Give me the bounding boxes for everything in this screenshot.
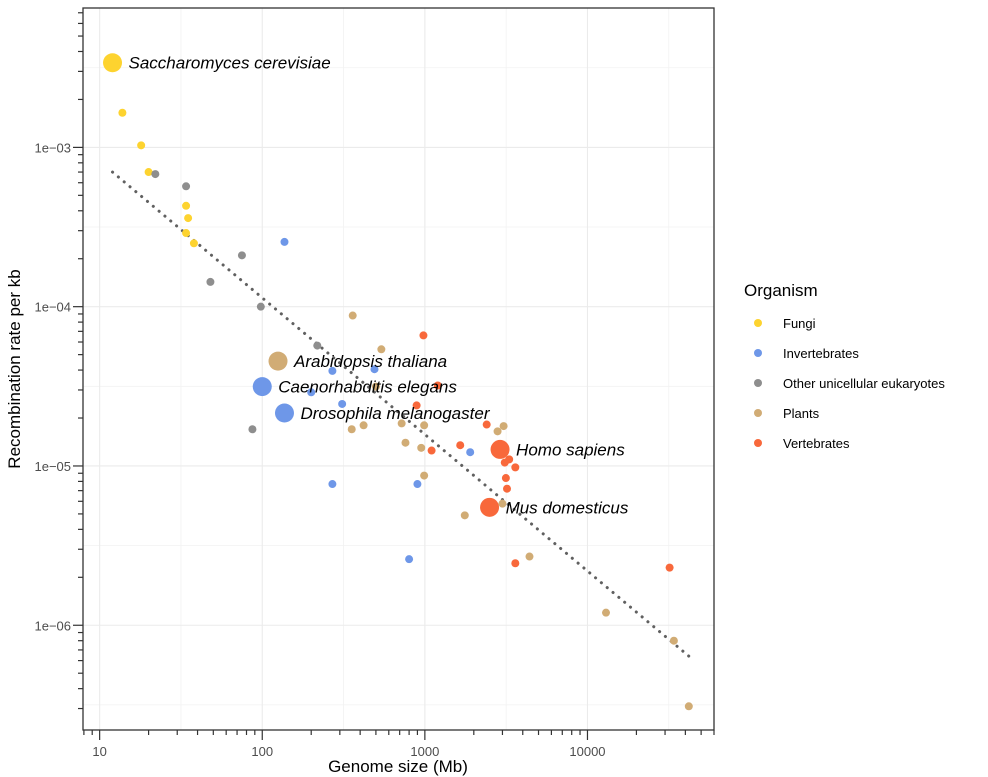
highlight-point xyxy=(268,351,288,371)
point-other-unicellular-eukaryotes xyxy=(248,425,257,434)
point-plants xyxy=(525,552,534,561)
point-fungi xyxy=(189,239,198,248)
x-axis-title: Genome size (Mb) xyxy=(328,757,468,776)
point-plants xyxy=(359,421,368,430)
point-vertebrates xyxy=(456,441,465,450)
y-tick-label: 1e−04 xyxy=(34,300,71,315)
point-plants xyxy=(498,499,507,508)
point-invertebrates xyxy=(466,448,475,457)
plot-panel xyxy=(83,8,714,730)
y-tick-label: 1e−06 xyxy=(34,618,71,633)
point-plants xyxy=(348,311,357,320)
point-vertebrates xyxy=(665,563,674,572)
highlight-point xyxy=(103,53,123,73)
point-invertebrates xyxy=(307,388,316,397)
y-tick-label: 1e−05 xyxy=(34,459,71,474)
point-vertebrates xyxy=(500,458,509,467)
point-invertebrates xyxy=(328,480,337,489)
point-plants xyxy=(499,422,508,431)
data-points xyxy=(108,58,693,711)
species-label: Mus domesticus xyxy=(506,498,629,517)
point-other-unicellular-eukaryotes xyxy=(313,341,322,350)
axes: 10 100 1000 10000 1e−06 1e−05 1e−04 1e−03 xyxy=(34,12,715,759)
point-vertebrates xyxy=(433,381,442,390)
point-fungi xyxy=(182,201,191,210)
point-plants xyxy=(377,345,386,354)
species-label: Saccharomyces cerevisiae xyxy=(129,54,331,73)
point-other-unicellular-eukaryotes xyxy=(256,302,265,311)
point-invertebrates xyxy=(413,480,422,489)
x-tick-label: 1000 xyxy=(410,744,439,759)
highlight-point xyxy=(490,439,510,459)
highlight-point xyxy=(252,377,272,397)
point-vertebrates xyxy=(511,463,520,472)
highlight-point xyxy=(274,403,294,423)
legend-label: Plants xyxy=(783,406,820,421)
point-fungi xyxy=(137,141,146,150)
legend-label: Other unicellular eukaryotes xyxy=(783,376,945,391)
point-vertebrates xyxy=(412,401,421,410)
point-plants xyxy=(371,382,380,391)
point-other-unicellular-eukaryotes xyxy=(237,251,246,260)
point-vertebrates xyxy=(511,559,520,568)
point-plants xyxy=(420,471,429,480)
legend-key xyxy=(754,409,762,417)
species-label: Drosophila melanogaster xyxy=(300,404,490,423)
point-other-unicellular-eukaryotes xyxy=(206,277,215,286)
point-invertebrates xyxy=(338,399,347,408)
point-plants xyxy=(347,425,356,434)
highlight-point xyxy=(480,497,500,517)
point-plants xyxy=(401,438,410,447)
legend-key xyxy=(754,349,762,357)
grid-lines xyxy=(83,8,714,730)
point-vertebrates xyxy=(482,420,491,429)
plot-border xyxy=(82,7,715,731)
legend-key xyxy=(754,379,762,387)
x-tick-label: 100 xyxy=(251,744,273,759)
point-fungi xyxy=(144,168,153,177)
point-plants xyxy=(684,702,693,711)
point-vertebrates xyxy=(503,484,512,493)
legend-label: Invertebrates xyxy=(783,346,859,361)
point-plants xyxy=(669,636,678,645)
point-fungi xyxy=(182,229,191,238)
species-label: Caenorhabditis elegans xyxy=(278,378,457,397)
point-vertebrates xyxy=(419,331,428,340)
legend: Organism Fungi Invertebrates Other unicell… xyxy=(744,281,945,451)
legend-title: Organism xyxy=(744,281,818,300)
point-plants xyxy=(397,419,406,428)
species-label: Arabidopsis thaliana xyxy=(293,352,447,371)
species-label: Homo sapiens xyxy=(516,440,625,459)
y-axis-title: Recombination rate per kb xyxy=(5,269,24,468)
point-plants xyxy=(460,511,469,520)
point-other-unicellular-eukaryotes xyxy=(151,170,160,179)
x-tick-label: 10 xyxy=(92,744,106,759)
point-invertebrates xyxy=(370,365,379,374)
legend-key xyxy=(754,439,762,447)
y-tick-label: 1e−03 xyxy=(34,140,71,155)
point-invertebrates xyxy=(405,555,414,564)
legend-label: Fungi xyxy=(783,316,816,331)
point-plants xyxy=(493,427,502,436)
legend-label: Vertebrates xyxy=(783,436,850,451)
point-invertebrates xyxy=(328,366,337,375)
point-plants xyxy=(417,443,426,452)
x-tick-label: 10000 xyxy=(569,744,605,759)
point-vertebrates xyxy=(501,474,510,483)
point-fungi xyxy=(184,214,193,223)
point-plants xyxy=(420,421,429,430)
point-plants xyxy=(601,608,610,617)
point-fungi xyxy=(118,108,127,117)
legend-key xyxy=(754,319,762,327)
point-vertebrates xyxy=(427,446,436,455)
point-invertebrates xyxy=(280,237,289,246)
point-other-unicellular-eukaryotes xyxy=(182,182,191,191)
point-labels: Saccharomyces cerevisiae Arabidopsis thal… xyxy=(103,53,629,517)
